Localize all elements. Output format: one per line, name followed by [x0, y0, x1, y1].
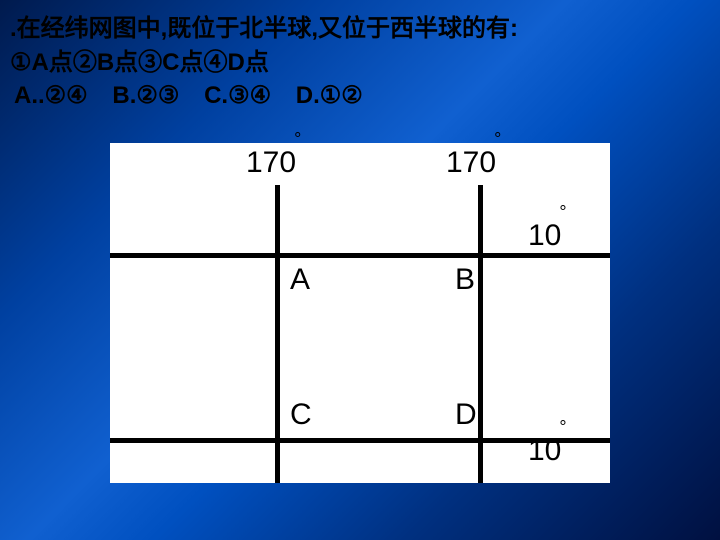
- longitude-left-value: 170: [246, 146, 296, 179]
- latitude-top-value: 10: [528, 219, 561, 252]
- options-block: A..②④ B.②③ C.③④ D.①②: [0, 79, 720, 123]
- degree-symbol: °: [294, 129, 301, 149]
- latitude-top-label: 10°: [528, 218, 569, 253]
- longitude-left-label: 170°: [246, 145, 303, 180]
- latitude-bottom-value: 10: [528, 434, 561, 467]
- point-a-label: A: [290, 263, 310, 297]
- latitude-bottom-label: 10°: [528, 433, 569, 468]
- point-d-label: D: [455, 398, 477, 432]
- question-line1: .在经纬网图中,既位于北半球,又位于西半球的有:: [10, 12, 710, 46]
- degree-symbol: °: [559, 417, 566, 437]
- option-d: D.①②: [296, 82, 363, 109]
- longitude-right-label: 170°: [446, 145, 503, 180]
- degree-symbol: °: [559, 202, 566, 222]
- option-c: C.③④: [204, 82, 271, 109]
- point-c-label: C: [290, 398, 312, 432]
- option-b: B.②③: [112, 82, 179, 109]
- parallel-top: [110, 253, 610, 258]
- degree-symbol: °: [494, 129, 501, 149]
- question-block: .在经纬网图中,既位于北半球,又位于西半球的有: ①A点②B点③C点④D点: [0, 0, 720, 79]
- longitude-right-value: 170: [446, 146, 496, 179]
- point-b-label: B: [455, 263, 475, 297]
- question-line2: ①A点②B点③C点④D点: [10, 46, 710, 80]
- grid-diagram: 170° 170° 10° 10° A B C D: [110, 143, 610, 483]
- option-a: A..②④: [14, 82, 88, 109]
